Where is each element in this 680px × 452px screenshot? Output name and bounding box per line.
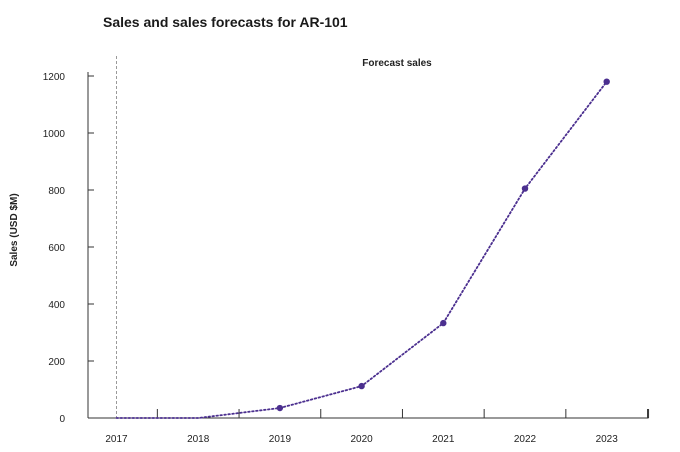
- x-tick-label: 2023: [596, 434, 619, 445]
- data-point-2023: [603, 78, 610, 85]
- sales-series-line: [115, 80, 608, 419]
- chart-title: Sales and sales forecasts for AR-101: [103, 14, 348, 30]
- x-tick-label: 2017: [105, 434, 128, 445]
- x-tick-label: 2019: [269, 434, 292, 445]
- data-point-2019: [276, 404, 284, 412]
- y-tick-label: 1200: [43, 72, 66, 83]
- y-tick-label: 200: [48, 357, 65, 368]
- data-point-2020: [358, 382, 365, 390]
- y-tick-label: 0: [59, 414, 65, 425]
- y-tick-label: 600: [48, 243, 65, 254]
- y-tick-label: 400: [48, 300, 65, 311]
- x-tick-label: 2021: [432, 434, 455, 445]
- y-tick-label: 800: [48, 186, 65, 197]
- y-tick-label: 1000: [43, 129, 66, 140]
- x-tick-label: 2022: [514, 434, 537, 445]
- x-tick-label: 2020: [350, 434, 373, 445]
- data-point-2021: [440, 319, 447, 327]
- y-axis-label: Sales (USD $M): [9, 193, 20, 266]
- x-tick-label: 2018: [187, 434, 210, 445]
- forecast-annotation: Forecast sales: [362, 58, 432, 69]
- data-point-2022: [521, 185, 529, 192]
